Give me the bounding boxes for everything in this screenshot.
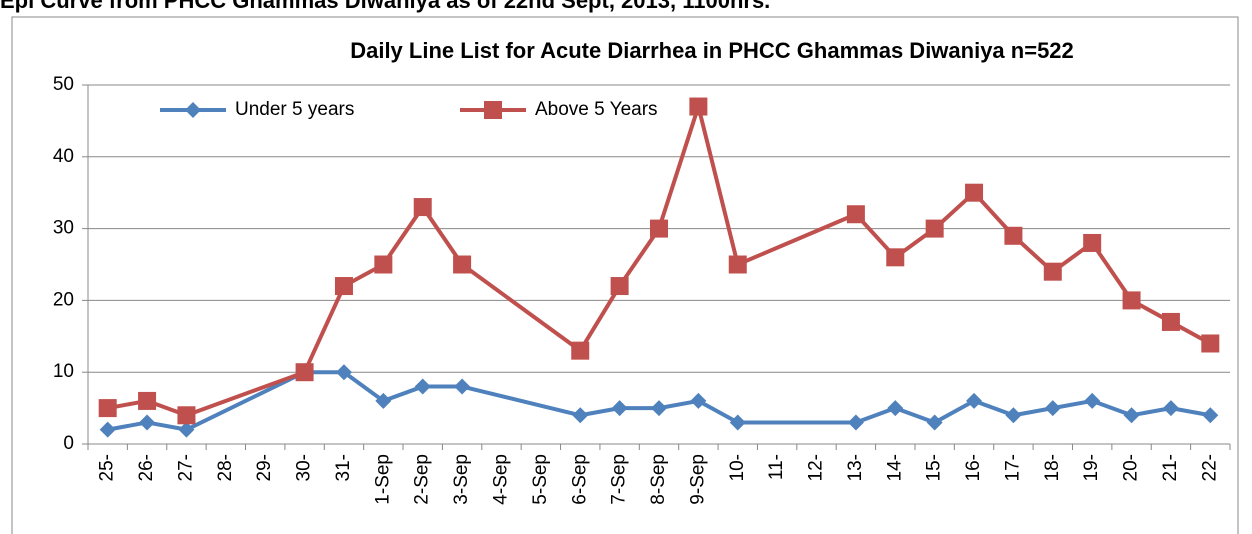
- x-tick-label: 22-: [1199, 454, 1220, 481]
- x-tick-label: 2-Sep: [412, 454, 433, 505]
- x-tick-label: 3-Sep: [451, 454, 472, 505]
- x-tick-label: 25-: [97, 454, 118, 481]
- x-tick-label: 11-: [766, 454, 787, 480]
- x-tick-label: 4-Sep: [490, 454, 511, 505]
- y-tick-label: 30: [53, 218, 74, 239]
- x-tick-label: 28-: [215, 454, 236, 481]
- y-tick-label: 0: [63, 433, 74, 454]
- x-tick-label: 31-: [333, 454, 354, 481]
- x-tick-label: 10-: [727, 454, 748, 481]
- page-heading: Epi Curve from PHCC Ghammas Diwaniya as …: [0, 0, 771, 13]
- data-point: [1161, 312, 1180, 331]
- data-point: [650, 219, 668, 238]
- x-tick-label: 16-: [963, 454, 984, 481]
- x-tick-label: 29-: [254, 454, 275, 481]
- data-point: [926, 414, 943, 431]
- x-tick-label: 6-Sep: [569, 454, 590, 505]
- x-tick-label: 14-: [884, 454, 905, 481]
- chart-title: Daily Line List for Acute Diarrhea in PH…: [350, 38, 1074, 63]
- data-point: [454, 378, 471, 395]
- data-point: [966, 392, 983, 409]
- data-point: [414, 378, 431, 395]
- data-point: [1005, 407, 1022, 424]
- x-tick-label: 8-Sep: [648, 454, 669, 505]
- data-point: [611, 400, 628, 417]
- data-point: [1162, 400, 1179, 417]
- data-point: [375, 392, 392, 409]
- data-point: [413, 198, 432, 217]
- x-tick-label: 9-Sep: [687, 454, 708, 505]
- legend-label: Under 5 years: [235, 99, 354, 120]
- data-point: [847, 414, 864, 431]
- legend-marker: [185, 102, 201, 118]
- data-point: [572, 407, 589, 424]
- x-tick-label: 1-Sep: [372, 454, 393, 505]
- data-point: [1043, 262, 1062, 281]
- data-point: [1201, 334, 1220, 353]
- x-tick-label: 7-Sep: [609, 454, 630, 505]
- data-point: [846, 205, 865, 224]
- legend-marker: [484, 101, 502, 119]
- data-point: [728, 255, 747, 274]
- legend-label: Above 5 Years: [535, 99, 658, 120]
- data-point: [139, 414, 156, 431]
- x-tick-label: 19-: [1081, 454, 1102, 481]
- data-point: [1044, 400, 1061, 417]
- data-point: [689, 97, 708, 116]
- data-point: [1004, 226, 1023, 245]
- data-point: [571, 341, 590, 360]
- data-point: [610, 277, 629, 296]
- data-point: [335, 364, 352, 381]
- x-tick-label: 26-: [136, 454, 157, 481]
- data-point: [690, 392, 707, 409]
- x-tick-label: 5-Sep: [530, 454, 551, 505]
- x-tick-label: 20-: [1121, 454, 1142, 481]
- data-point: [1083, 233, 1102, 252]
- data-point: [651, 400, 667, 417]
- x-tick-label: 17-: [1002, 454, 1023, 481]
- data-point: [295, 363, 314, 382]
- x-tick-label: 30-: [294, 454, 315, 481]
- data-point: [177, 406, 196, 425]
- data-point: [1084, 392, 1101, 409]
- data-point: [886, 248, 905, 267]
- y-tick-label: 10: [53, 361, 74, 382]
- data-point: [925, 219, 944, 238]
- data-point: [334, 277, 353, 296]
- data-point: [374, 255, 393, 274]
- data-point: [453, 255, 472, 274]
- data-point: [1123, 407, 1140, 424]
- data-point: [729, 414, 746, 431]
- data-point: [138, 391, 157, 410]
- x-tick-label: 27-: [175, 454, 196, 481]
- data-point: [887, 400, 904, 417]
- data-point: [99, 421, 116, 438]
- data-point: [98, 399, 117, 418]
- x-tick-label: 12-: [806, 454, 827, 481]
- y-tick-label: 20: [53, 289, 74, 310]
- x-tick-label: 21-: [1160, 454, 1181, 481]
- data-point: [178, 421, 195, 438]
- data-point: [1122, 291, 1141, 310]
- x-tick-label: 18-: [1042, 454, 1063, 481]
- x-tick-label: 15-: [924, 454, 945, 481]
- y-tick-label: 50: [53, 74, 74, 95]
- y-tick-label: 40: [53, 146, 74, 167]
- data-point: [1202, 407, 1219, 424]
- data-point: [965, 183, 984, 202]
- x-tick-label: 13-: [845, 454, 866, 481]
